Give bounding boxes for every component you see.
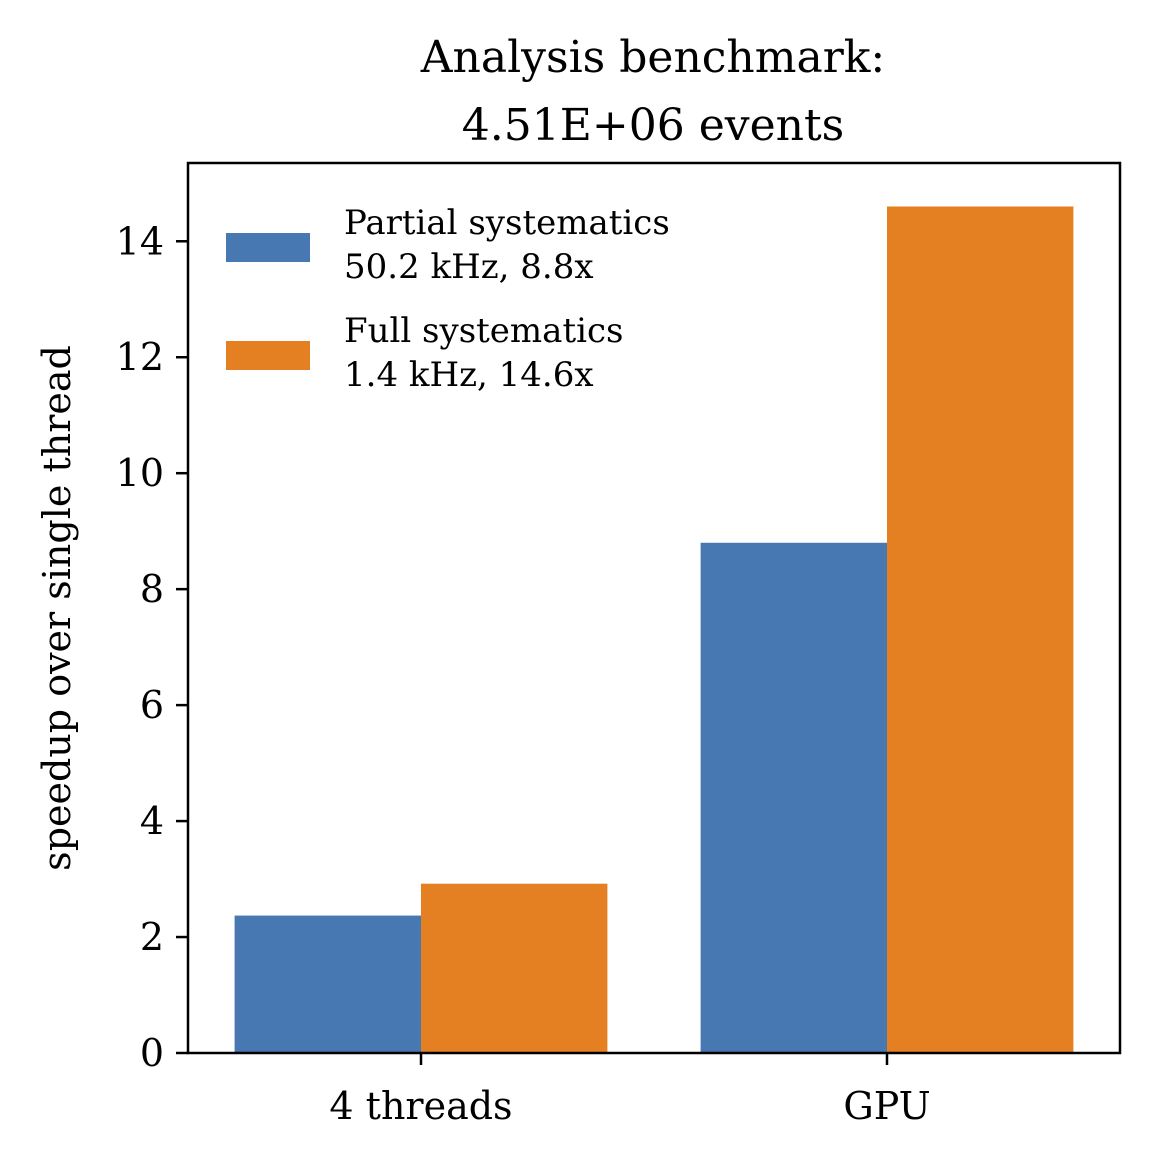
y-tick-label-6: 12 (116, 335, 164, 379)
bar-full-1 (887, 206, 1074, 1053)
bar-full-0 (421, 883, 608, 1053)
legend-swatch-0 (226, 233, 310, 262)
y-tick-label-0: 0 (140, 1031, 164, 1075)
chart-title-line-1: Analysis benchmark: (420, 32, 886, 83)
legend-label-1-line-1: 1.4 kHz, 14.6x (344, 355, 594, 395)
y-tick-label-7: 14 (116, 219, 164, 263)
chart-title: Analysis benchmark: 4.51E+06 events (420, 32, 886, 151)
bar-partial-0 (234, 915, 421, 1053)
y-tick-label-5: 10 (116, 451, 164, 495)
legend-label-0-line-1: 50.2 kHz, 8.8x (344, 247, 594, 287)
y-tick-label-1: 2 (140, 915, 164, 959)
x-tick-label-0: 4 threads (329, 1084, 512, 1128)
y-tick-label-4: 8 (140, 567, 164, 611)
chart-title-line-2: 4.51E+06 events (462, 100, 844, 151)
legend-label-1-line-0: Full systematics (344, 311, 623, 351)
bars-layer (234, 206, 1074, 1053)
bar-partial-1 (700, 542, 887, 1053)
y-tick-label-2: 4 (140, 799, 164, 843)
y-axis-ticks: 0 2 4 6 8 10 12 14 (116, 219, 188, 1075)
plot-frame (186, 161, 1122, 1055)
y-axis-label: speedup over single thread (35, 345, 79, 871)
legend-swatch-1 (226, 341, 310, 370)
x-tick-label-1: GPU (843, 1084, 930, 1128)
legend-label-0-line-0: Partial systematics (344, 203, 670, 243)
y-tick-label-3: 6 (140, 683, 164, 727)
x-axis-ticks: 4 threads GPU (329, 1053, 931, 1128)
